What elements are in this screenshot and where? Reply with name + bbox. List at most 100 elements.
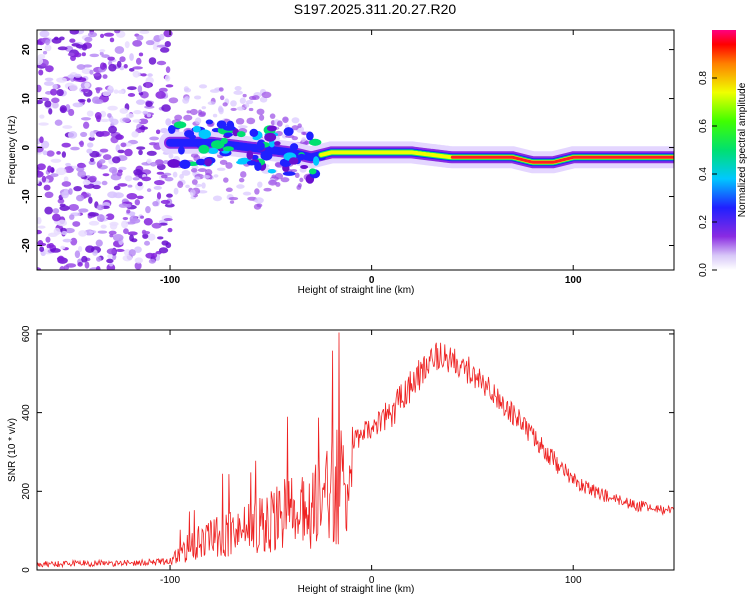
noise-blob bbox=[68, 214, 75, 220]
scatter-blob bbox=[254, 188, 260, 195]
scatter-blob bbox=[183, 114, 193, 121]
noise-blob bbox=[167, 227, 173, 233]
noise-blob bbox=[107, 113, 112, 118]
ridge-blob bbox=[266, 125, 277, 132]
noise-blob bbox=[96, 214, 105, 222]
noise-blob bbox=[43, 184, 51, 191]
noise-blob bbox=[100, 118, 110, 123]
noise-blob bbox=[50, 88, 58, 96]
noise-blob bbox=[41, 175, 47, 183]
noise-blob bbox=[137, 85, 143, 93]
noise-blob bbox=[157, 236, 164, 240]
noise-blob bbox=[114, 30, 121, 34]
noise-blob bbox=[102, 91, 111, 97]
noise-blob bbox=[70, 237, 78, 246]
noise-blob bbox=[147, 233, 156, 241]
noise-blob bbox=[165, 118, 172, 126]
noise-blob bbox=[37, 225, 46, 229]
y-tick-label: 10 bbox=[21, 93, 32, 105]
noise-blob bbox=[98, 159, 106, 164]
scatter-blob bbox=[216, 167, 226, 171]
scatter-blob bbox=[291, 136, 299, 141]
scatter-blob bbox=[229, 200, 235, 204]
noise-blob bbox=[128, 249, 136, 257]
ridge-blob bbox=[222, 146, 234, 152]
ridge-blob bbox=[288, 157, 299, 165]
noise-blob bbox=[166, 193, 173, 198]
noise-blob bbox=[122, 117, 131, 123]
y-tick-label: 200 bbox=[21, 483, 32, 500]
ridge-blob bbox=[167, 159, 181, 168]
scatter-blob bbox=[189, 108, 198, 116]
noise-blob bbox=[133, 109, 142, 115]
scatter-blob bbox=[297, 123, 302, 129]
noise-blob bbox=[99, 62, 106, 70]
scatter-blob bbox=[218, 87, 224, 92]
noise-blob bbox=[124, 41, 130, 49]
noise-blob bbox=[145, 40, 155, 46]
scatter-blob bbox=[184, 96, 190, 102]
scatter-blob bbox=[194, 183, 202, 188]
noise-blob bbox=[135, 99, 146, 105]
noise-blob bbox=[81, 88, 90, 93]
scatter-blob bbox=[294, 172, 300, 179]
noise-blob bbox=[73, 185, 82, 192]
scatter-blob bbox=[219, 159, 228, 165]
noise-blob bbox=[37, 229, 42, 235]
ridge-blob bbox=[236, 131, 246, 138]
noise-blob bbox=[107, 254, 113, 259]
noise-blob bbox=[72, 102, 84, 108]
scatter-blob bbox=[173, 187, 179, 195]
noise-blob bbox=[142, 230, 151, 235]
ridge-blob bbox=[256, 141, 265, 151]
noise-blob bbox=[44, 206, 53, 215]
noise-blob bbox=[149, 136, 160, 141]
noise-blob bbox=[151, 252, 158, 259]
noise-blob bbox=[100, 224, 107, 229]
noise-blob bbox=[69, 38, 76, 43]
noise-blob bbox=[148, 57, 157, 65]
noise-blob bbox=[37, 170, 44, 178]
ridge-blob bbox=[220, 137, 228, 145]
ridge-blob bbox=[179, 159, 191, 170]
noise-blob bbox=[113, 185, 121, 191]
noise-blob bbox=[108, 167, 118, 174]
noise-blob bbox=[95, 87, 101, 94]
noise-blob bbox=[122, 216, 129, 221]
noise-blob bbox=[62, 238, 72, 243]
ridge-blob bbox=[308, 138, 322, 146]
colorbar-tick-label: 0.8 bbox=[698, 71, 709, 85]
noise-blob bbox=[143, 217, 153, 226]
colorbar-label: Normalized spectral amplitude bbox=[737, 82, 748, 217]
noise-blob bbox=[109, 37, 115, 43]
y-tick-label: 400 bbox=[21, 404, 32, 421]
noise-blob bbox=[132, 66, 143, 70]
noise-blob bbox=[86, 110, 94, 117]
noise-blob bbox=[40, 140, 50, 149]
noise-blob bbox=[37, 57, 44, 66]
noise-blob bbox=[84, 261, 90, 269]
noise-blob bbox=[51, 101, 60, 109]
scatter-blob bbox=[244, 103, 250, 108]
noise-blob bbox=[153, 179, 165, 186]
scatter-blob bbox=[242, 93, 247, 98]
noise-blob bbox=[81, 43, 88, 51]
noise-blob bbox=[69, 30, 80, 35]
noise-blob bbox=[37, 84, 42, 93]
scatter-blob bbox=[194, 176, 201, 180]
noise-blob bbox=[134, 261, 142, 270]
scatter-blob bbox=[234, 86, 242, 91]
noise-blob bbox=[77, 262, 83, 267]
noise-blob bbox=[78, 245, 83, 253]
noise-blob bbox=[138, 149, 143, 156]
scatter-blob bbox=[238, 177, 245, 183]
noise-blob bbox=[126, 193, 138, 200]
scatter-blob bbox=[236, 106, 245, 111]
scatter-blob bbox=[197, 168, 207, 173]
noise-blob bbox=[78, 208, 89, 213]
noise-blob bbox=[37, 179, 40, 184]
noise-blob bbox=[37, 166, 40, 172]
noise-blob bbox=[123, 228, 129, 235]
